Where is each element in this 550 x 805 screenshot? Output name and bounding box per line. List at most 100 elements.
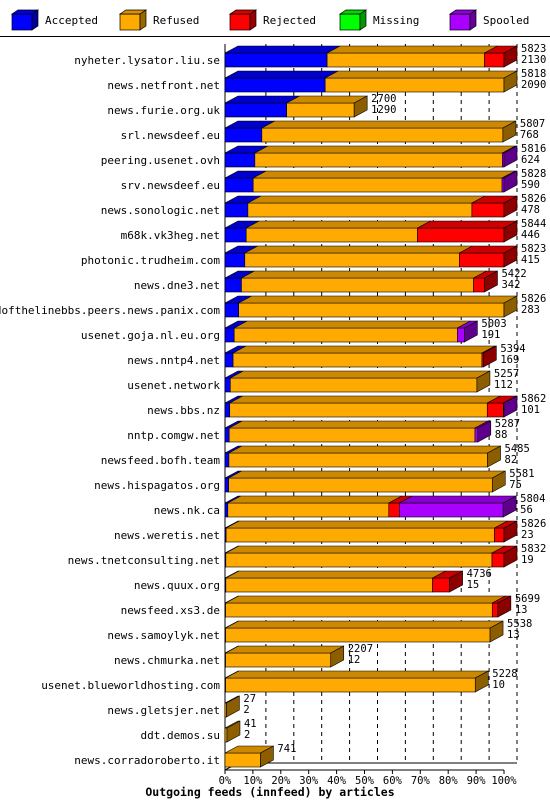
segment-front — [224, 302, 239, 318]
segment-top — [234, 320, 471, 329]
segment-side — [497, 595, 512, 618]
accepted-value: 82 — [505, 454, 518, 466]
segment-front — [399, 502, 504, 518]
segment-side — [464, 320, 478, 343]
segment-side — [330, 645, 345, 668]
category-label: usenet.blueworldhosting.com — [41, 679, 220, 692]
bar-segment-refused — [241, 270, 487, 293]
bar-segment-refused — [247, 195, 486, 218]
segment-side — [353, 95, 368, 118]
legend-item-spooled: Spooled — [448, 9, 529, 31]
bar-segment-rejected — [417, 220, 518, 243]
segment-side — [226, 720, 241, 743]
segment-front — [224, 202, 249, 218]
accepted-value: 415 — [521, 254, 540, 266]
segment-front — [224, 452, 230, 468]
x-tick-label: 10% — [243, 775, 263, 787]
segment-front — [227, 502, 390, 518]
bar-segment-refused — [228, 420, 489, 443]
segment-front — [459, 252, 505, 268]
segment-side — [503, 520, 518, 543]
legend-label: Rejected — [263, 14, 316, 27]
total-value: 741 — [277, 743, 296, 755]
segment-front — [224, 277, 242, 293]
category-label: nntp.comgw.net — [127, 429, 220, 442]
segment-side — [477, 420, 492, 443]
total-value: 5832 — [521, 543, 546, 555]
bar-segment-refused — [238, 295, 518, 318]
legend-item-refused: Refused — [118, 9, 199, 31]
accepted-value: 2090 — [521, 79, 546, 91]
segment-top — [254, 145, 516, 154]
segment-front — [229, 402, 488, 418]
segment-side — [489, 620, 504, 643]
segment-front — [233, 327, 458, 343]
total-value: 5394 — [500, 343, 525, 355]
accepted-value: 15 — [467, 579, 480, 591]
accepted-value: 88 — [495, 429, 508, 441]
segment-side — [260, 745, 274, 768]
legend-item-rejected: Rejected — [228, 9, 316, 31]
segment-side — [487, 445, 501, 468]
bar-segment-refused — [228, 445, 501, 468]
category-label: news.bbs.nz — [147, 404, 220, 417]
segment-front — [225, 577, 433, 593]
bar-row: endofthelinebbs.peers.news.panix.com 5826… — [0, 293, 546, 318]
segment-top — [399, 495, 517, 504]
segment-side — [474, 670, 489, 693]
x-tick-label: 100% — [491, 775, 517, 787]
bar-segment-refused — [230, 370, 491, 393]
accepted-value: 12 — [348, 654, 361, 666]
accepted-value: 2 — [244, 729, 250, 741]
category-label: newsfeed.xs3.de — [121, 604, 220, 617]
segment-front — [224, 327, 235, 343]
legend-swatch-front — [11, 13, 33, 31]
segment-side — [476, 370, 491, 393]
segment-side — [491, 470, 506, 493]
segment-front — [225, 552, 493, 568]
bar-segment-spooled — [399, 495, 517, 518]
legend-label: Accepted — [45, 14, 98, 27]
segment-top — [246, 220, 431, 229]
accepted-value: 1290 — [371, 104, 396, 116]
bar-segment-refused — [324, 70, 518, 93]
segment-top — [238, 295, 518, 304]
accepted-value: 624 — [521, 154, 540, 166]
segment-top — [261, 120, 517, 129]
bar-segment-accepted — [224, 145, 268, 168]
legend-swatch-side — [31, 9, 39, 31]
total-value: 5828 — [521, 168, 546, 180]
bar-segment-refused — [228, 470, 506, 493]
total-value: 5257 — [494, 368, 519, 380]
segment-front — [224, 177, 254, 193]
accepted-value: 342 — [501, 279, 520, 291]
x-tick-label: 40% — [327, 775, 347, 787]
x-tick-label: 20% — [271, 775, 291, 787]
category-label: ddt.demos.su — [141, 729, 220, 742]
segment-side — [503, 195, 518, 218]
total-value: 5818 — [521, 68, 546, 80]
total-value: 5228 — [492, 668, 517, 680]
bar-segment-refused — [229, 395, 501, 418]
segment-side — [503, 145, 518, 168]
category-label: newsfeed.bofh.team — [101, 454, 221, 467]
segment-front — [245, 227, 418, 243]
accepted-value: 768 — [520, 129, 539, 141]
segment-front — [326, 52, 485, 68]
segment-side — [503, 245, 518, 268]
category-label: news.chmurka.net — [114, 654, 220, 667]
segment-side — [503, 545, 518, 568]
segment-top — [225, 520, 508, 529]
bar-segment-refused — [252, 170, 516, 193]
